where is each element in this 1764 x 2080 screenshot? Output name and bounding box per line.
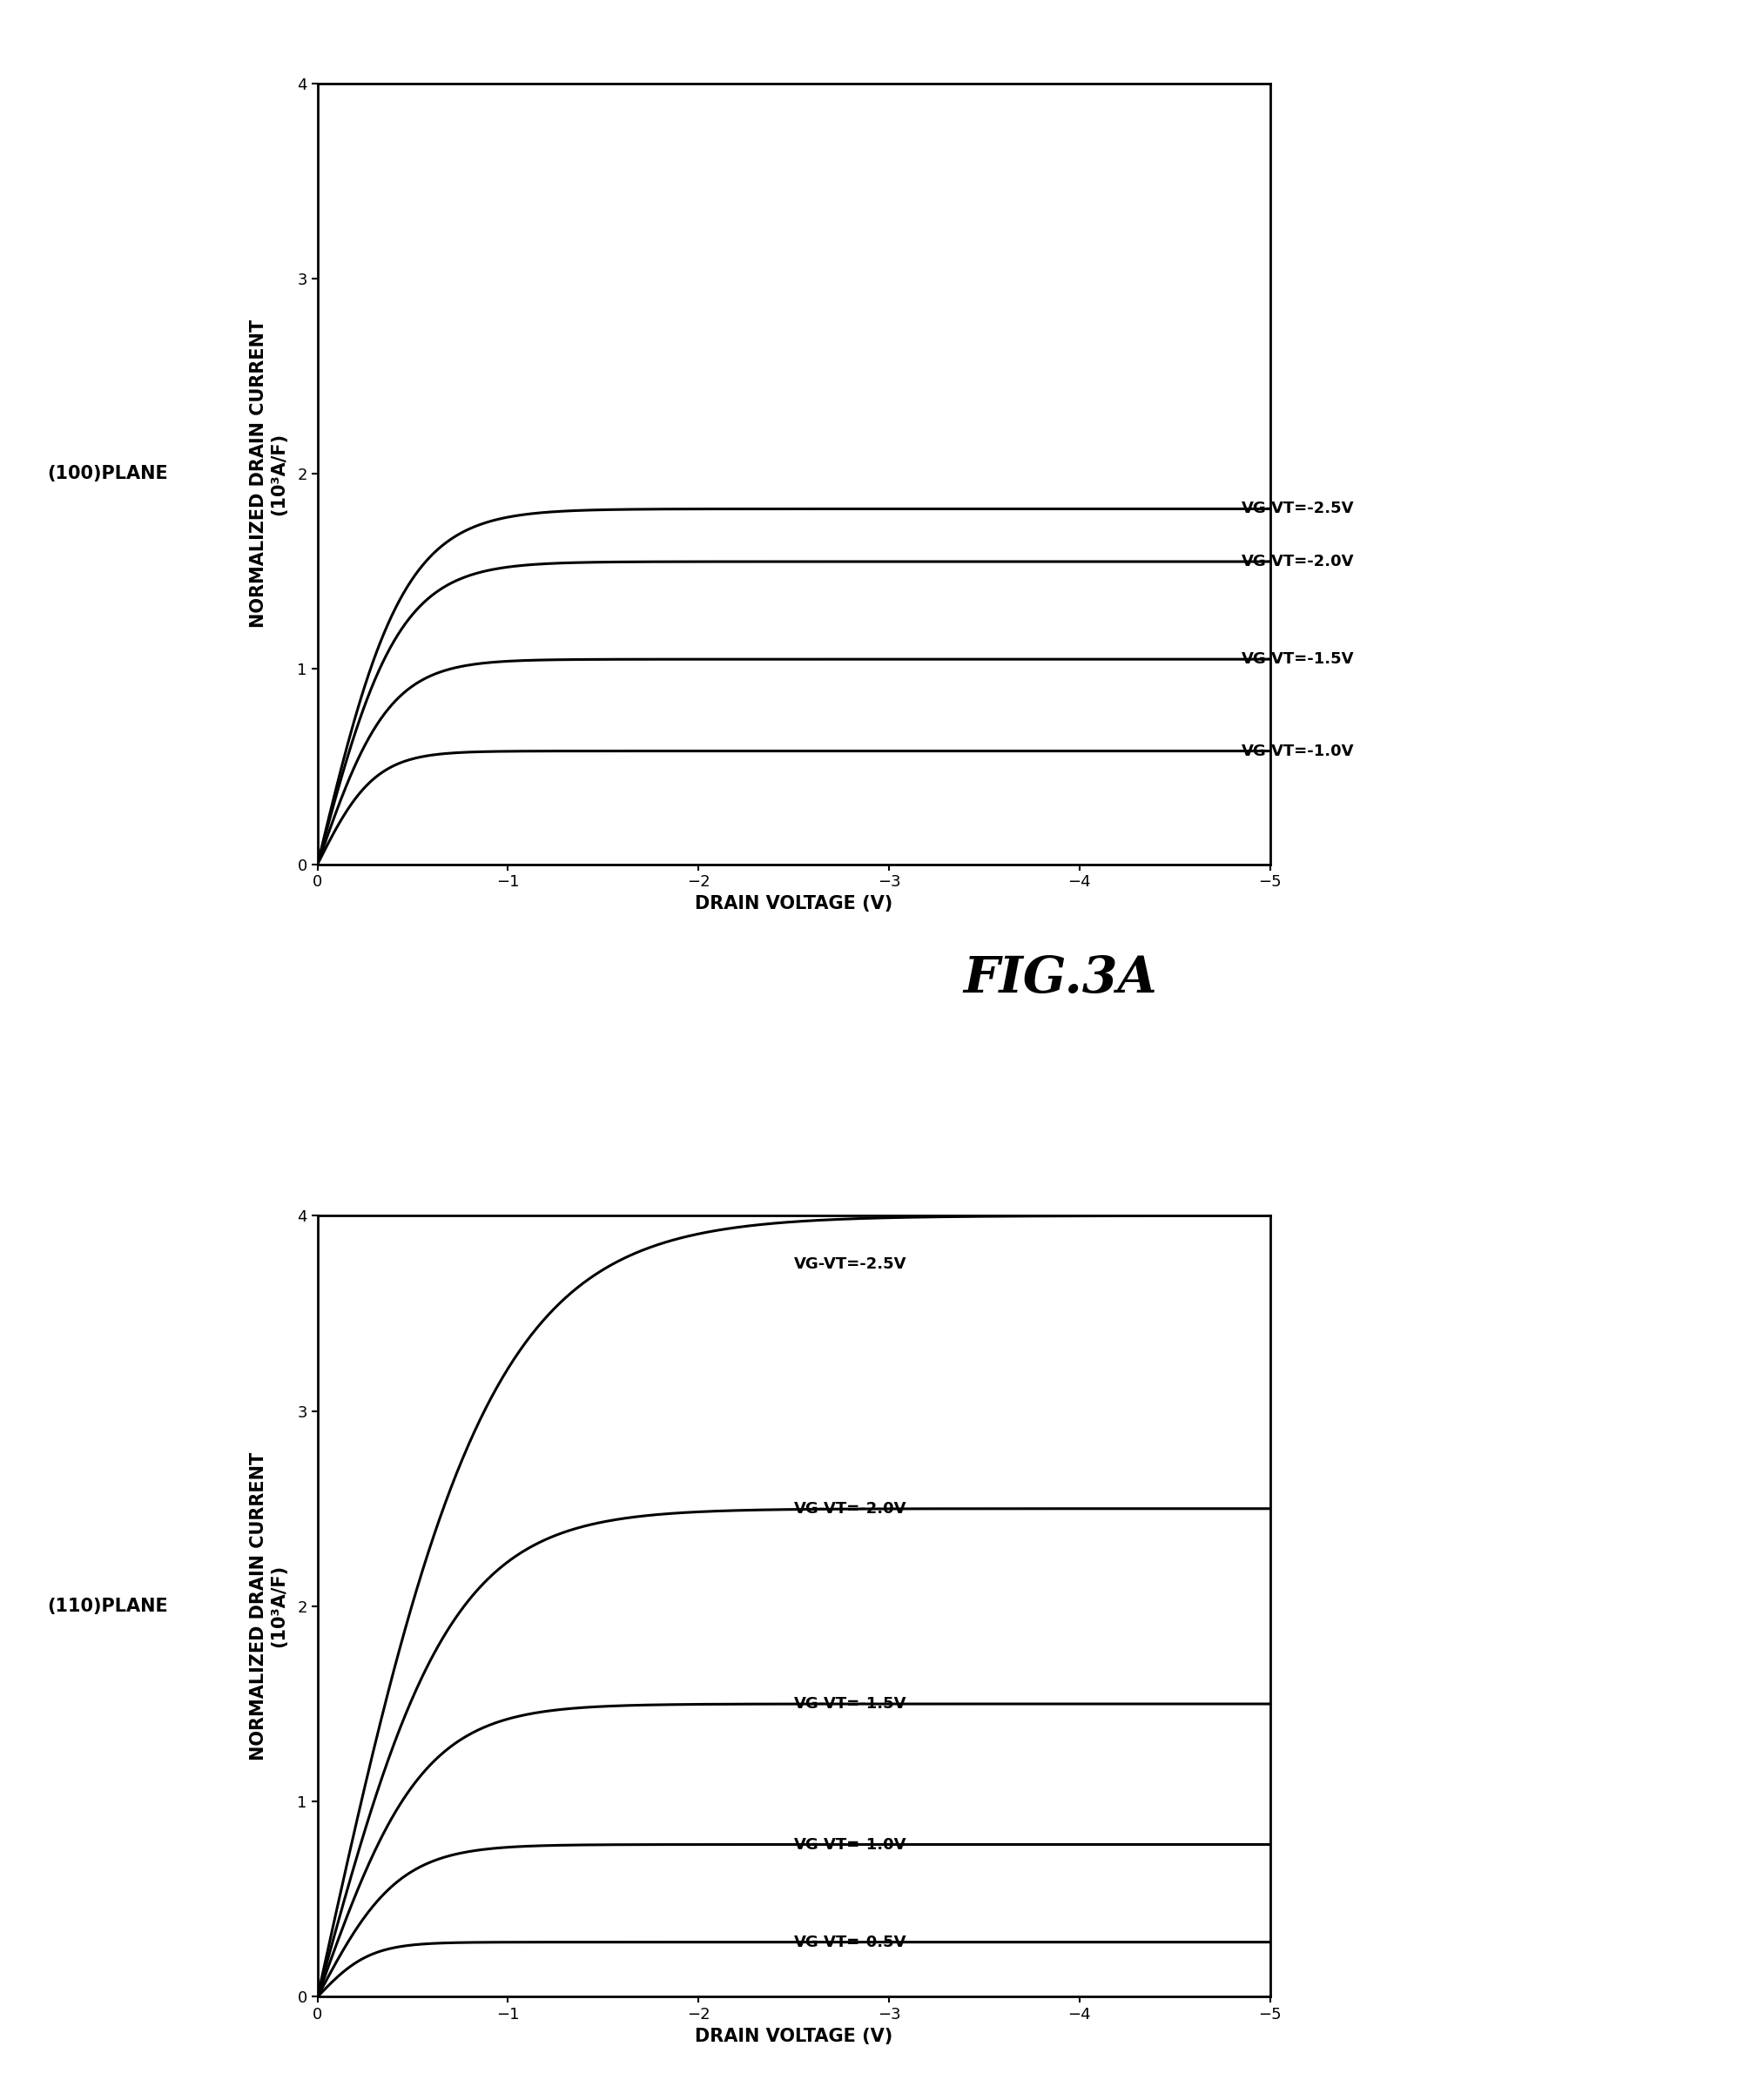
Text: (100)PLANE: (100)PLANE — [48, 466, 168, 483]
Text: VG-VT=-1.5V: VG-VT=-1.5V — [1242, 651, 1355, 668]
Text: VG-VT=-2.5V: VG-VT=-2.5V — [794, 1256, 907, 1273]
Y-axis label: NORMALIZED DRAIN CURRENT
(10³A/F): NORMALIZED DRAIN CURRENT (10³A/F) — [250, 320, 288, 628]
Text: VG-VT=-2.0V: VG-VT=-2.0V — [1242, 553, 1355, 570]
Y-axis label: NORMALIZED DRAIN CURRENT
(10³A/F): NORMALIZED DRAIN CURRENT (10³A/F) — [250, 1452, 288, 1760]
Text: VG-VT=-1.5V: VG-VT=-1.5V — [794, 1695, 907, 1712]
X-axis label: DRAIN VOLTAGE (V): DRAIN VOLTAGE (V) — [695, 2028, 893, 2045]
Text: VG-VT=-1.0V: VG-VT=-1.0V — [794, 1837, 907, 1853]
Text: FIG.3A: FIG.3A — [963, 955, 1157, 1003]
Text: VG-VT=-2.0V: VG-VT=-2.0V — [794, 1502, 907, 1516]
Text: VG-VT=-2.5V: VG-VT=-2.5V — [1242, 501, 1355, 516]
X-axis label: DRAIN VOLTAGE (V): DRAIN VOLTAGE (V) — [695, 894, 893, 913]
Text: (110)PLANE: (110)PLANE — [48, 1597, 168, 1614]
Text: VG-VT=-0.5V: VG-VT=-0.5V — [794, 1934, 907, 1949]
Text: VG-VT=-1.0V: VG-VT=-1.0V — [1242, 743, 1355, 759]
